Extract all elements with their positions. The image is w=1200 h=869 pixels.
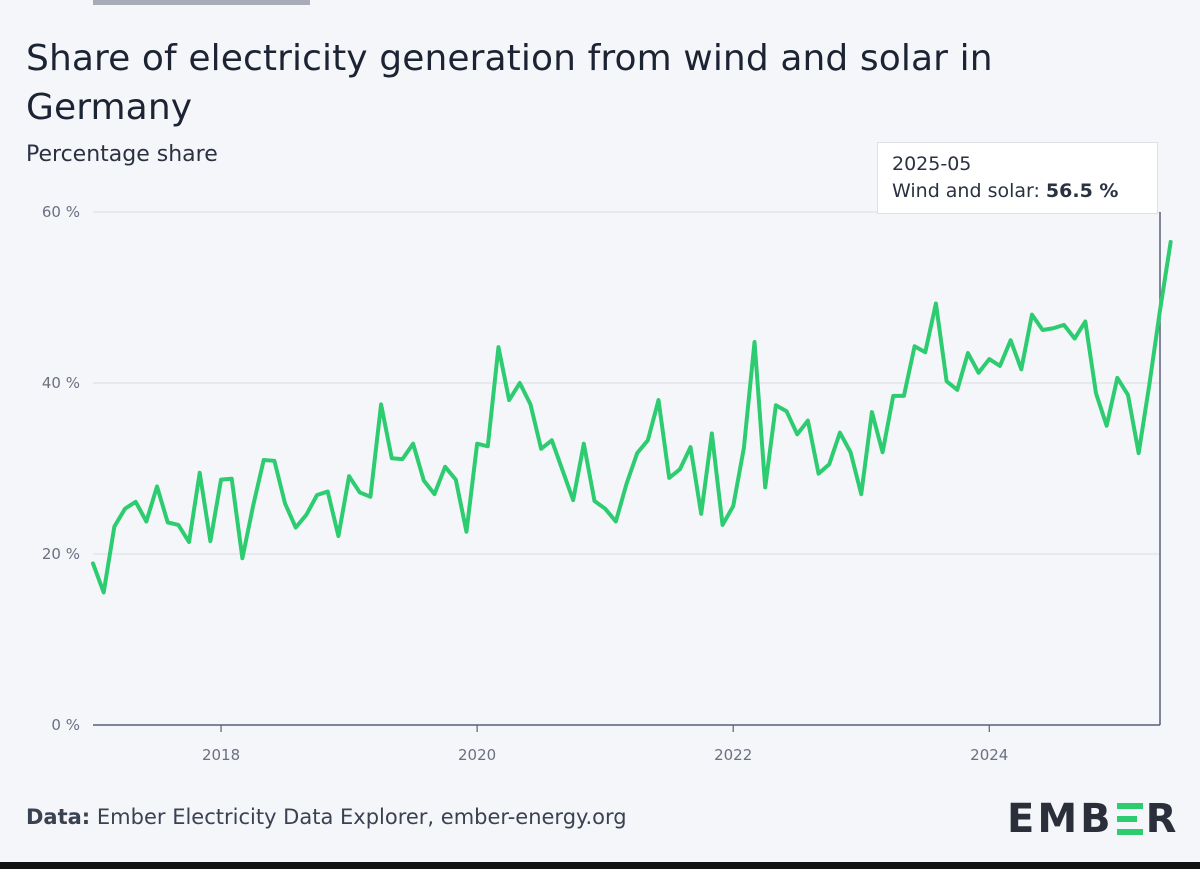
logo-text-left: EMB <box>1007 796 1114 842</box>
x-tick-label: 2022 <box>714 746 752 764</box>
x-axis-ticks: 2018 2020 2022 2024 <box>202 725 1008 764</box>
series-line-wind-and-solar[interactable] <box>91 239 1173 595</box>
y-tick-label: 0 % <box>51 716 80 734</box>
tooltip-date: 2025-05 <box>892 153 972 175</box>
y-axis-ticks: 0 % 20 % 40 % 60 % <box>42 203 80 734</box>
data-source: Data: Ember Electricity Data Explorer, e… <box>26 805 627 829</box>
x-tick-label: 2024 <box>970 746 1008 764</box>
tooltip-label: Wind and solar: <box>892 180 1040 202</box>
hover-tooltip: 2025-05 Wind and solar: 56.5 % <box>877 142 1158 214</box>
logo-e-bars <box>1116 803 1143 835</box>
y-tick-label: 20 % <box>42 545 80 563</box>
top-tab-indicator <box>93 0 310 5</box>
tooltip-row: Wind and solar: 56.5 % <box>892 178 1157 205</box>
x-tick-label: 2020 <box>458 746 496 764</box>
chart-title: Share of electricity generation from win… <box>26 38 993 128</box>
tooltip-value: 56.5 % <box>1045 180 1119 202</box>
y-tick-label: 60 % <box>42 203 80 221</box>
y-tick-label: 40 % <box>42 374 80 392</box>
data-source-lead: Data: <box>26 805 91 829</box>
data-source-text: Ember Electricity Data Explorer, ember-e… <box>96 805 627 829</box>
ember-logo: EMB R <box>1007 796 1180 842</box>
x-tick-label: 2018 <box>202 746 240 764</box>
bottom-border <box>0 862 1200 869</box>
logo-text-right: R <box>1145 796 1180 842</box>
chart-subtitle: Percentage share <box>26 142 218 167</box>
